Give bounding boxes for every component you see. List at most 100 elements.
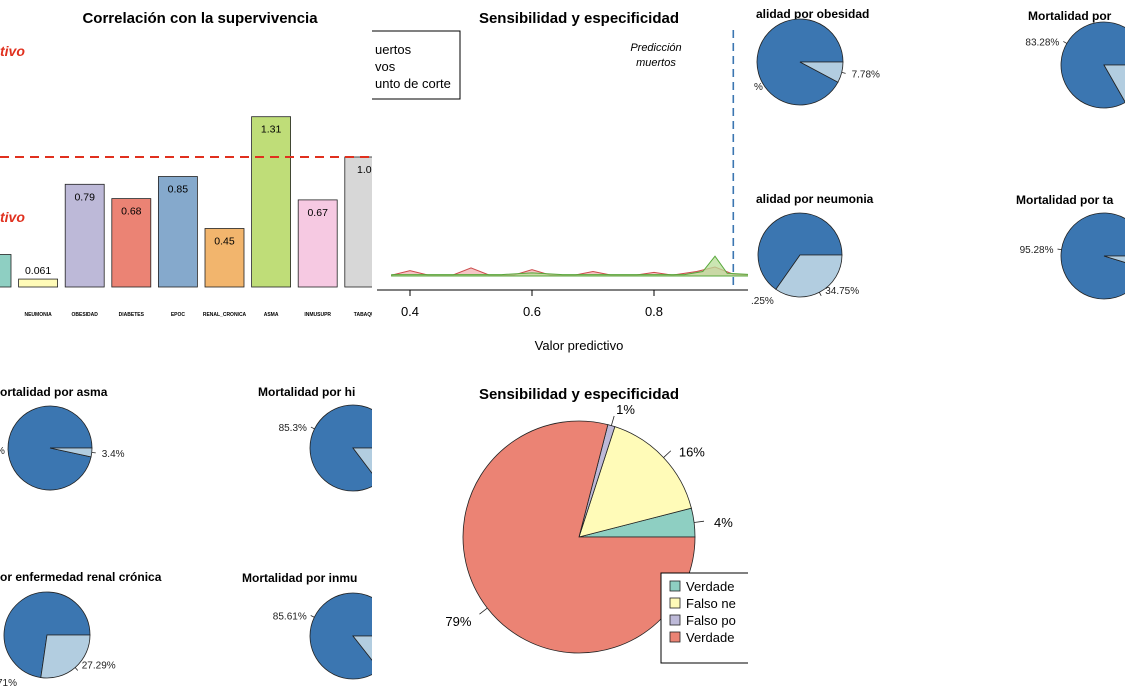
bar bbox=[18, 278, 59, 288]
pie-leader-line bbox=[74, 667, 79, 671]
pie-value-label: % bbox=[754, 82, 763, 93]
x-tick-label: 0.4 bbox=[401, 304, 419, 319]
legend-label: Verdade bbox=[686, 579, 734, 594]
pie-slice bbox=[40, 634, 91, 679]
big-pie-title: Sensibilidad y especificidad bbox=[479, 386, 679, 403]
pie-chart-asma: ortalidad por asma 3.4%% bbox=[0, 385, 125, 491]
bar-value-label: 1.31 bbox=[261, 124, 282, 136]
legend-label: Verdade bbox=[686, 630, 734, 645]
pie-leader-line bbox=[819, 292, 822, 297]
bar bbox=[251, 116, 292, 288]
pie-title: Mortalidad por bbox=[1028, 9, 1112, 23]
bar bbox=[344, 156, 372, 288]
pie-value-label: 3.4% bbox=[102, 449, 125, 460]
pie-value-label: 71% bbox=[0, 678, 17, 689]
pie-slice bbox=[1103, 64, 1125, 103]
bar bbox=[204, 228, 245, 288]
pie-chart-obesidad: alidad por obesidad 7.78%% bbox=[754, 7, 880, 106]
bar-value-label: 0.45 bbox=[214, 236, 235, 248]
pie-leader-line bbox=[694, 520, 705, 523]
pie-leader-line bbox=[310, 426, 315, 430]
pie-chart-inmuno: Mortalidad por inmu 85.61% bbox=[242, 571, 372, 680]
bar-tick-label: INMUSUPR bbox=[304, 312, 331, 318]
bar-tick-label: RENAL_CRONICA bbox=[203, 312, 247, 318]
density-legend-item: uertos bbox=[375, 42, 412, 57]
pie-value-label: .25% bbox=[751, 296, 774, 307]
bar-value-label: 0.85 bbox=[168, 184, 189, 196]
pie-slice bbox=[578, 426, 692, 538]
bar-group: 0.061 NEUMONIA 0.79 OBESIDAD 0.68 DIABETES 0.8… bbox=[0, 116, 372, 318]
pie-leader-line bbox=[841, 72, 846, 74]
density-chart-sensibilidad: Sensibilidad y especificidad uertos vos … bbox=[372, 10, 748, 353]
big-pie-legend-items: Verdade Falso ne Falso po Verdade bbox=[669, 579, 736, 645]
pie-slice bbox=[309, 404, 372, 492]
pie-value-label: 34.75% bbox=[825, 286, 859, 297]
bar-value-label: 0.79 bbox=[74, 191, 95, 203]
pie-leader-line bbox=[1063, 41, 1067, 44]
bar-tick-label: NEUMONIA bbox=[24, 312, 52, 318]
density-legend-item: vos bbox=[375, 59, 396, 74]
pie-title: Mortalidad por inmu bbox=[242, 571, 357, 585]
pie-value-label: 1% bbox=[616, 402, 635, 417]
legend-label: Falso ne bbox=[686, 596, 736, 611]
bar bbox=[111, 198, 152, 288]
pie-chart-top-right-1: Mortalidad por 83.28% bbox=[1025, 9, 1125, 109]
pie-leader-line bbox=[1057, 248, 1062, 251]
bar bbox=[0, 254, 12, 288]
legend-swatch bbox=[669, 597, 681, 609]
x-axis-label: Valor predictivo bbox=[535, 338, 624, 353]
pie-title: alidad por neumonia bbox=[756, 192, 874, 206]
pie-slice bbox=[799, 61, 844, 83]
density-group: 0.4 0.6 0.8 bbox=[391, 30, 748, 319]
x-tick-label: 0.6 bbox=[523, 304, 541, 319]
legend-swatch bbox=[669, 631, 681, 643]
pie-value-label: 85.3% bbox=[279, 423, 307, 434]
pie-chart-top-right-2: Mortalidad por ta 95.28% bbox=[1016, 193, 1125, 300]
pie-value-label: 16% bbox=[679, 445, 705, 460]
legend-swatch bbox=[669, 614, 681, 626]
pie-value-label: 79% bbox=[445, 614, 471, 629]
pie-slice bbox=[775, 254, 843, 298]
bar-value-label: 0.061 bbox=[25, 265, 51, 277]
pie-leader-line bbox=[663, 450, 672, 458]
pie-value-label: 95.28% bbox=[1020, 245, 1054, 256]
bar-tick-label: EPOC bbox=[171, 312, 186, 318]
pie-title: ortalidad por asma bbox=[0, 385, 108, 399]
pie-leader-line bbox=[610, 415, 615, 426]
density-chart-title: Sensibilidad y especificidad bbox=[479, 10, 679, 27]
density-legend-item: unto de corte bbox=[375, 76, 451, 91]
bar-tick-label: TABAQU bbox=[354, 312, 372, 318]
pie-chart-renal: or enfermedad renal crónica 27.29% 71% bbox=[0, 570, 162, 689]
density-legend bbox=[372, 30, 461, 100]
pie-slice bbox=[1060, 21, 1125, 109]
bar-upper-label: tivo bbox=[0, 43, 25, 59]
bar-value-label: 0.68 bbox=[121, 206, 142, 218]
prediction-annotation: muertos bbox=[636, 57, 676, 69]
x-tick-label: 0.8 bbox=[645, 304, 663, 319]
pie-title: Mortalidad por hi bbox=[258, 385, 355, 399]
big-pie-group: 4% 16% 1% 79% bbox=[445, 402, 733, 654]
bar-value-label: 0.67 bbox=[307, 207, 328, 219]
legend-label: Falso po bbox=[686, 613, 736, 628]
bar-tick-label: DIABETES bbox=[119, 312, 145, 318]
bar bbox=[297, 199, 338, 288]
pie-chart-hipertension: Mortalidad por hi 85.3% bbox=[258, 385, 372, 492]
pie-value-label: 85.61% bbox=[273, 611, 307, 622]
pie-value-label: 27.29% bbox=[82, 661, 116, 672]
pie-slice bbox=[757, 212, 843, 290]
bar-chart-correlacion: Correlación con la supervivencia tivo ti… bbox=[0, 10, 372, 318]
pie-slice bbox=[309, 592, 372, 680]
pie-leader-line bbox=[310, 615, 315, 618]
bar bbox=[64, 183, 105, 288]
pie-leader-line bbox=[479, 607, 488, 615]
prediction-annotation: Predicción bbox=[630, 42, 681, 54]
bar-lower-label: tivo bbox=[0, 209, 25, 225]
pie-value-label: 4% bbox=[714, 515, 733, 530]
pie-value-label: 83.28% bbox=[1025, 37, 1059, 48]
density-series bbox=[391, 255, 748, 277]
pie-slice bbox=[352, 447, 372, 474]
pie-slice bbox=[1103, 255, 1125, 263]
pie-value-label: % bbox=[0, 446, 5, 457]
pie-value-label: 7.78% bbox=[852, 69, 880, 80]
